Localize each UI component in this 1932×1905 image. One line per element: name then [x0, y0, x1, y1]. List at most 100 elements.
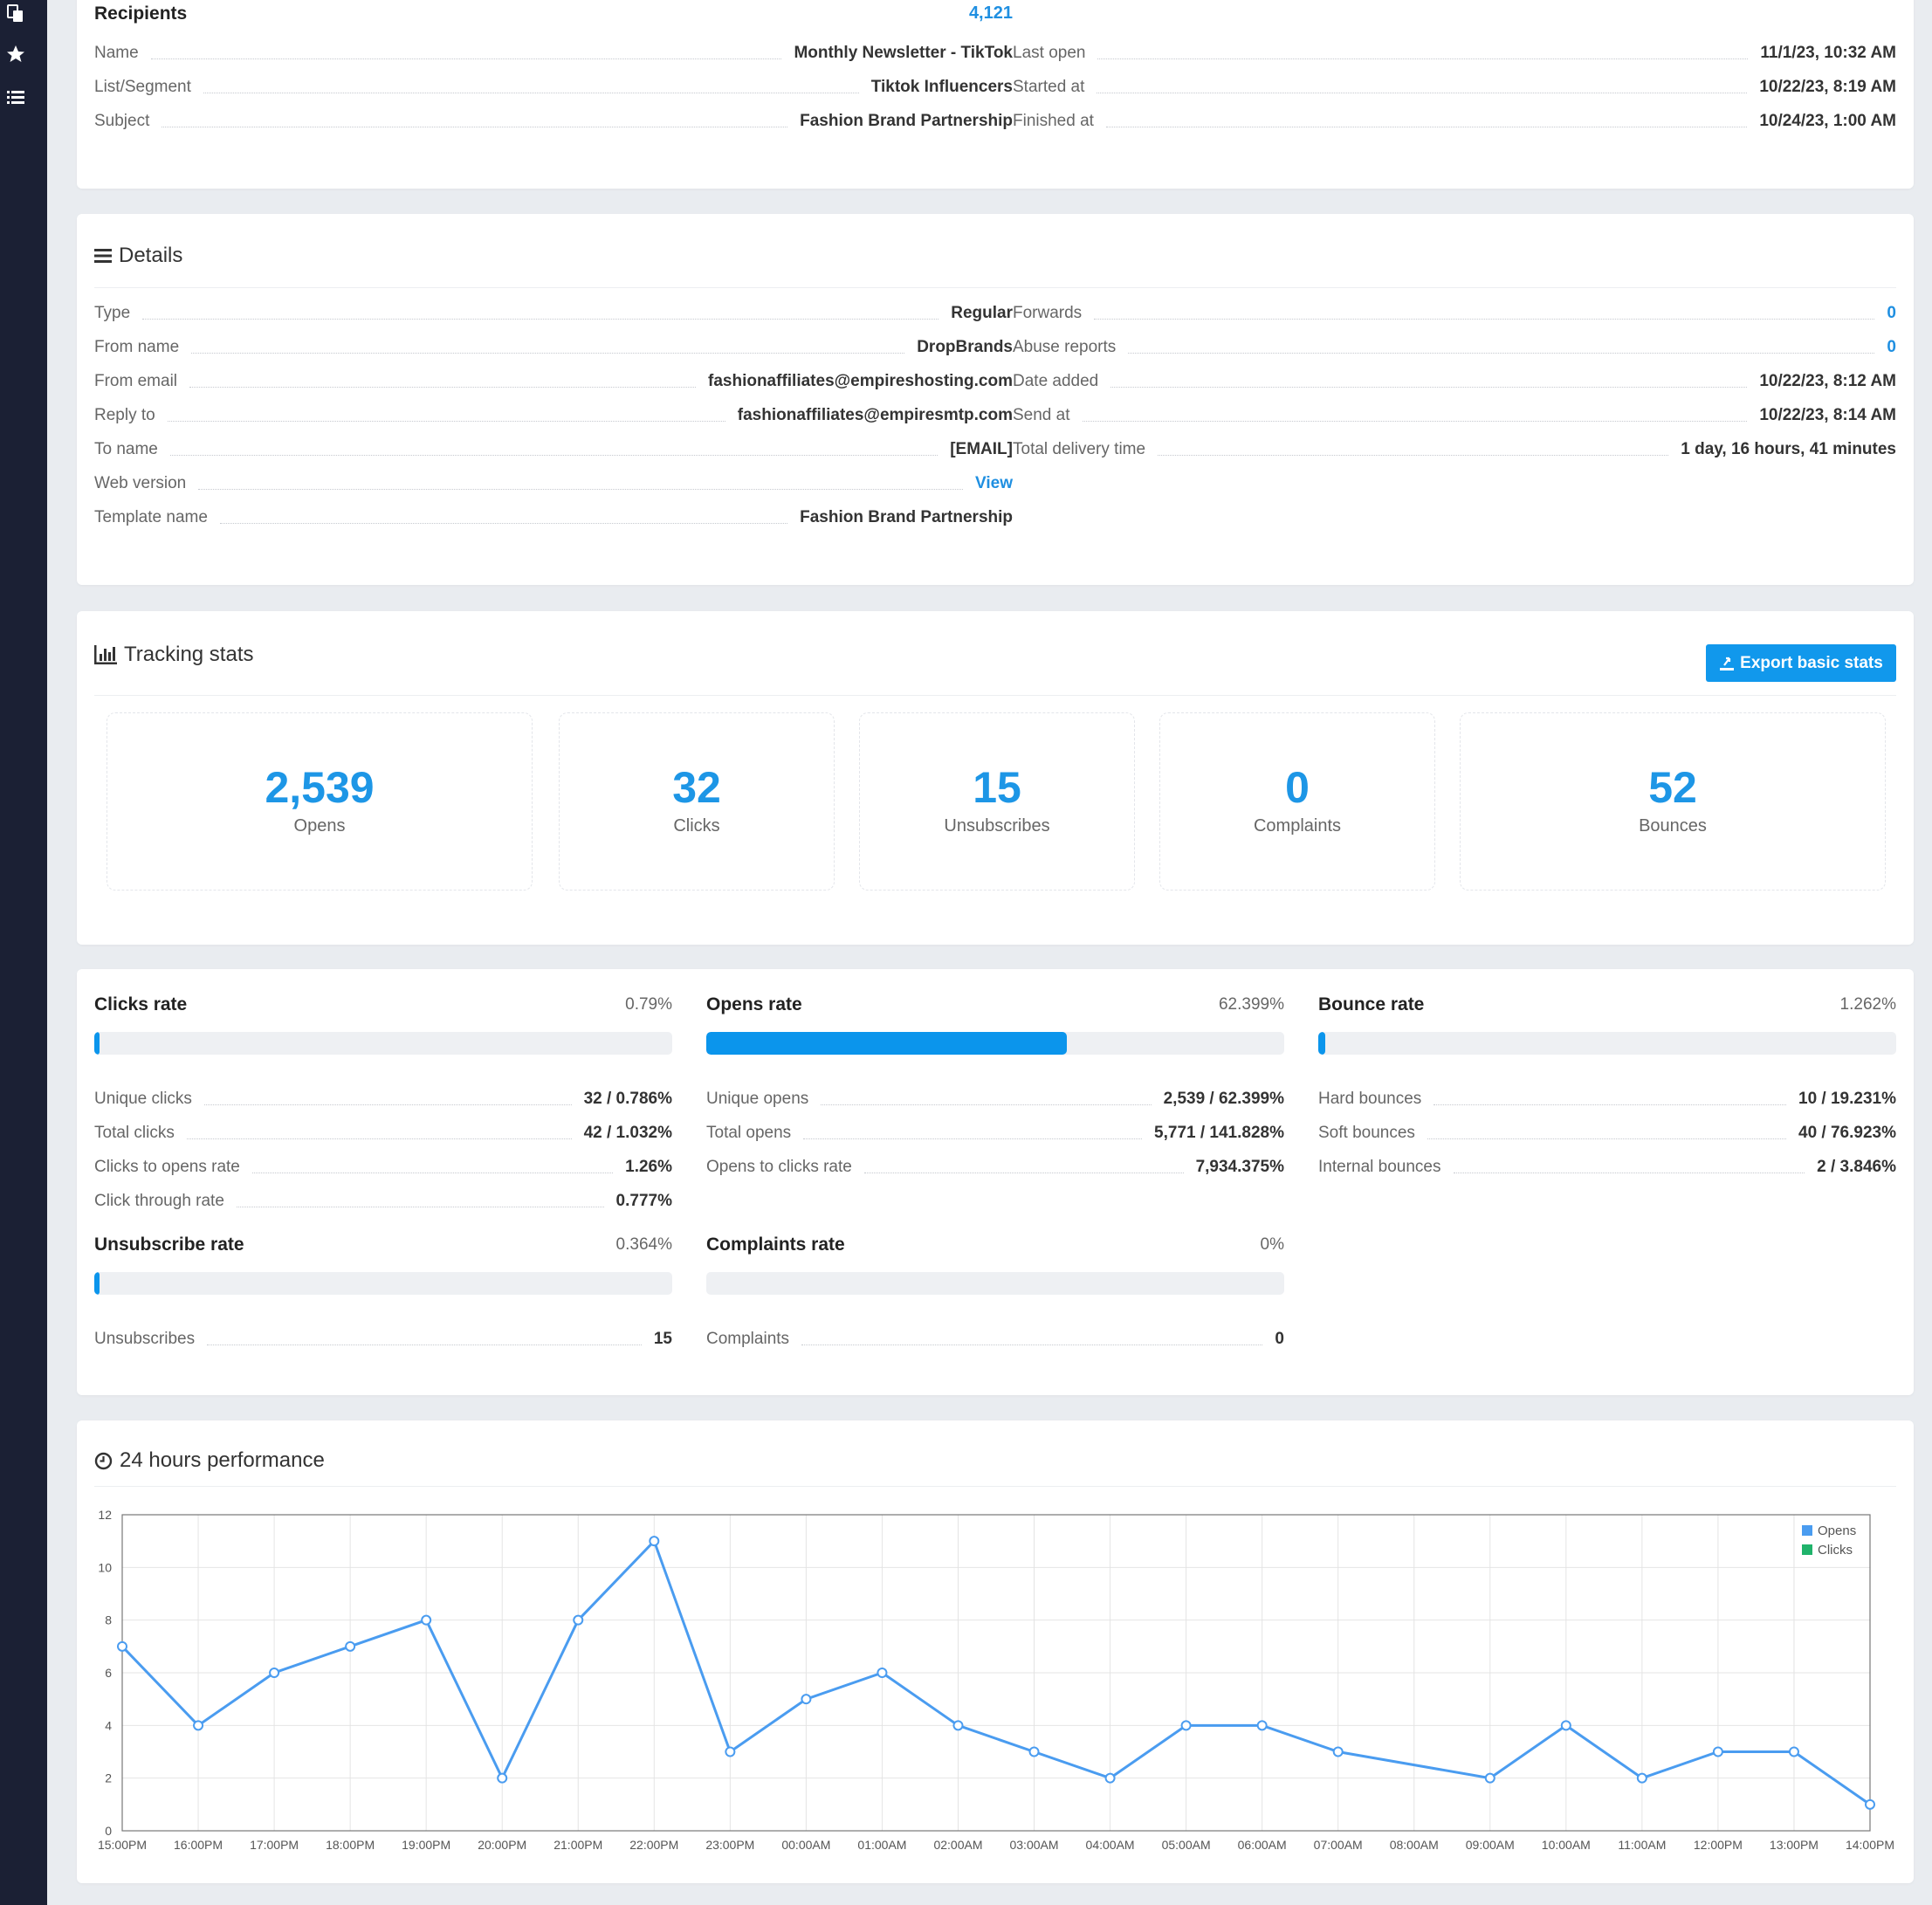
- stat-label: Unsubscribes: [944, 816, 1050, 836]
- x-tick-label: 13:00PM: [1770, 1838, 1819, 1852]
- divider: [94, 1486, 1896, 1487]
- data-point-opens: [1332, 1746, 1344, 1757]
- data-point-opens: [1180, 1720, 1192, 1731]
- dotted-leader: [189, 386, 696, 388]
- stat-number: 2,539: [265, 763, 375, 812]
- row-label: Name: [94, 44, 139, 62]
- data-point-opens: [1560, 1720, 1571, 1731]
- x-tick-label: 17:00PM: [250, 1838, 299, 1852]
- bounce-stat-row: Hard bounces 10 / 19.231%: [1318, 1086, 1896, 1112]
- row-value: Monthly Newsletter - TikTok: [794, 44, 1013, 62]
- x-tick-label: 01:00AM: [857, 1838, 906, 1852]
- copy-icon[interactable]: [5, 3, 26, 24]
- row-value: DropBrands: [917, 338, 1013, 356]
- unsubscribe-rate-progress: [94, 1272, 672, 1295]
- x-tick-label: 16:00PM: [174, 1838, 223, 1852]
- row-label: Forwards: [1013, 304, 1083, 322]
- tracking-card: Tracking stats Export basic stats 2,539 O…: [77, 611, 1914, 945]
- clicks-stat-row: Total clicks 42 / 1.032%: [94, 1120, 672, 1146]
- opens-stat-row: Opens to clicks rate 7,934.375%: [706, 1154, 1284, 1180]
- complaints-rate-progress: [706, 1272, 1284, 1295]
- row-value: 15: [653, 1330, 672, 1348]
- detail-row: Total delivery time 1 day, 16 hours, 41 m…: [1013, 437, 1896, 463]
- list-icon[interactable]: [5, 87, 26, 108]
- performance-card: 24 hours performance 0 2 4 6 8 10 12 15:00PM 16:…: [77, 1420, 1914, 1883]
- row-value[interactable]: 0: [1887, 338, 1896, 356]
- dotted-leader: [821, 1104, 1152, 1105]
- dotted-leader: [150, 58, 782, 59]
- dotted-leader: [1097, 58, 1749, 59]
- x-tick-label: 14:00PM: [1846, 1838, 1894, 1852]
- row-label: Type: [94, 304, 131, 322]
- details-card: Details Type Regular From name DropBrands Fr…: [77, 214, 1914, 585]
- clicks-stat-row: Click through rate 0.777%: [94, 1188, 672, 1214]
- recipient-row: Subject Fashion Brand Partnership: [94, 108, 1013, 134]
- rate-percent: 0%: [1260, 1235, 1284, 1254]
- divider: [94, 287, 1896, 288]
- export-basic-stats-button[interactable]: Export basic stats: [1706, 644, 1896, 682]
- row-value: 10/22/23, 8:14 AM: [1759, 406, 1896, 424]
- x-tick-label: 15:00PM: [98, 1838, 147, 1852]
- stat-box-complaints: 0 Complaints: [1159, 712, 1435, 891]
- dotted-leader: [1128, 352, 1875, 354]
- detail-row: From name DropBrands: [94, 334, 1013, 361]
- row-value: 2,539 / 62.399%: [1163, 1090, 1284, 1108]
- x-tick-label: 05:00AM: [1162, 1838, 1211, 1852]
- row-value: 1.26%: [625, 1158, 672, 1176]
- row-value[interactable]: 0: [1887, 304, 1896, 322]
- x-tick-label: 03:00AM: [1009, 1838, 1058, 1852]
- row-value: 5,771 / 141.828%: [1154, 1124, 1284, 1142]
- web-version-link[interactable]: View: [975, 474, 1013, 492]
- row-value: Regular: [951, 304, 1013, 322]
- row-value: 10/22/23, 8:19 AM: [1759, 78, 1896, 96]
- performance-title: 24 hours performance: [120, 1448, 325, 1472]
- star-icon[interactable]: [5, 44, 26, 65]
- data-point-opens: [345, 1640, 356, 1652]
- row-label: Unique clicks: [94, 1090, 192, 1108]
- rate-title: Clicks rate: [94, 994, 188, 1014]
- dotted-leader: [1082, 420, 1748, 422]
- row-value: [EMAIL]: [950, 440, 1013, 458]
- row-label: Web version: [94, 474, 187, 492]
- row-label: Total delivery time: [1013, 440, 1146, 458]
- row-label: Last open: [1013, 44, 1086, 62]
- opens-stat-row: Total opens 5,771 / 141.828%: [706, 1120, 1284, 1146]
- row-label: Hard bounces: [1318, 1090, 1422, 1108]
- data-point-opens: [801, 1694, 812, 1705]
- dotted-leader: [169, 454, 938, 456]
- rate-percent: 0.79%: [625, 995, 672, 1014]
- divider: [94, 695, 1896, 696]
- recipients-card: Recipients 4,121 Name Monthly Newsletter …: [77, 0, 1914, 189]
- detail-row: Abuse reports 0: [1013, 334, 1896, 361]
- x-tick-label: 21:00PM: [553, 1838, 602, 1852]
- bars-icon: [94, 249, 112, 263]
- row-label: Template name: [94, 508, 208, 526]
- row-label: From name: [94, 338, 180, 356]
- export-icon: [1720, 657, 1735, 671]
- row-value: 42 / 1.032%: [583, 1124, 672, 1142]
- dotted-leader: [186, 1138, 572, 1139]
- rate-title: Opens rate: [706, 994, 802, 1014]
- x-tick-label: 22:00PM: [629, 1838, 678, 1852]
- recipient-row: Name Monthly Newsletter - TikTok: [94, 40, 1013, 66]
- stat-box-clicks: 32 Clicks: [559, 712, 835, 891]
- data-point-opens: [117, 1640, 127, 1652]
- dotted-leader: [198, 488, 964, 490]
- rate-title: Bounce rate: [1318, 994, 1425, 1014]
- stat-box-opens: 2,539 Opens: [107, 712, 533, 891]
- data-point-opens: [1636, 1772, 1647, 1784]
- y-tick-label: 6: [105, 1666, 112, 1680]
- sidebar: [0, 0, 47, 1905]
- row-label: Unique opens: [706, 1090, 809, 1108]
- main-content: Recipients 4,121 Name Monthly Newsletter …: [47, 0, 1932, 1905]
- plot-frame: [121, 1514, 1871, 1832]
- dotted-leader: [803, 1138, 1143, 1139]
- row-value: 40 / 76.923%: [1798, 1124, 1896, 1142]
- y-tick-label: 10: [98, 1560, 112, 1574]
- stat-label: Opens: [293, 816, 346, 836]
- rate-title: Unsubscribe rate: [94, 1234, 244, 1255]
- detail-row: Send at 10/22/23, 8:14 AM: [1013, 402, 1896, 429]
- row-value: 0.777%: [615, 1192, 672, 1210]
- recipients-title: Recipients: [94, 3, 188, 24]
- bounce-rate-header: Bounce rate 1.262%: [1318, 992, 1896, 1018]
